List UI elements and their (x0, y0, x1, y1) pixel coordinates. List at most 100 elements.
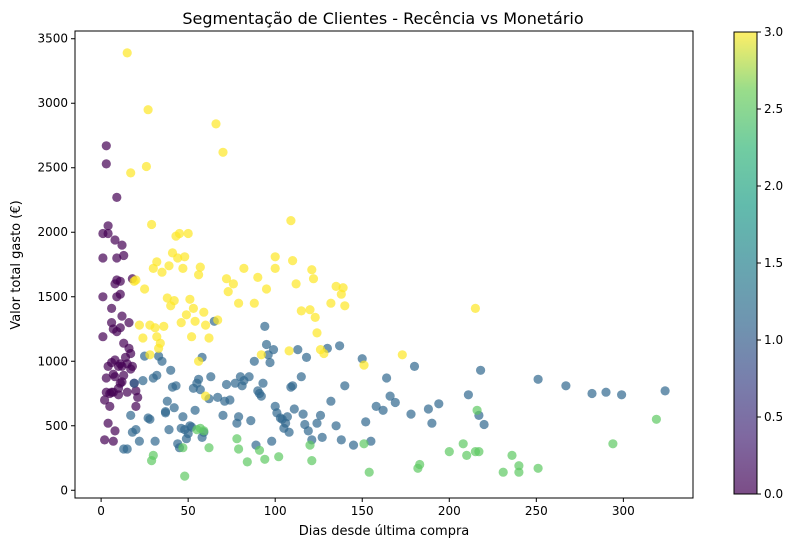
data-point-cluster-1 (298, 409, 308, 419)
data-point-cluster-3 (308, 274, 319, 284)
data-point-cluster-3 (270, 263, 280, 273)
x-tick-label: 0 (97, 504, 105, 518)
data-point-cluster-3 (307, 265, 317, 275)
y-tick-label: 1000 (37, 354, 68, 368)
data-point-cluster-2 (242, 457, 252, 467)
data-point-cluster-3 (122, 48, 132, 58)
y-tick-label: 3000 (37, 96, 68, 110)
data-point-cluster-3 (288, 256, 298, 266)
data-point-cluster-2 (307, 456, 317, 466)
data-point-cluster-3 (331, 281, 341, 291)
data-point-cluster-0 (100, 435, 110, 445)
data-point-cluster-2 (274, 452, 284, 462)
chart-title: Segmentação de Clientes - Recência vs Mo… (182, 9, 583, 28)
data-point-cluster-2 (514, 467, 524, 477)
data-point-cluster-1 (361, 417, 371, 427)
data-point-cluster-1 (434, 399, 444, 409)
data-point-cluster-0 (105, 401, 115, 411)
data-point-cluster-1 (162, 396, 172, 406)
y-tick-label: 500 (45, 419, 68, 433)
data-point-cluster-0 (101, 141, 111, 151)
data-point-cluster-3 (180, 252, 190, 262)
data-point-cluster-3 (143, 105, 153, 115)
data-point-cluster-3 (228, 279, 238, 289)
data-point-cluster-1 (479, 419, 489, 430)
data-point-cluster-0 (119, 250, 129, 261)
data-point-cluster-1 (171, 381, 181, 391)
data-point-cluster-3 (138, 333, 148, 343)
data-point-cluster-1 (256, 391, 266, 401)
colorbar-tick-label: 0.0 (764, 487, 783, 501)
data-point-cluster-1 (382, 373, 392, 383)
data-point-cluster-3 (157, 267, 167, 277)
y-axis-label: Valor total gasto (€) (9, 200, 24, 329)
data-point-cluster-1 (213, 392, 223, 402)
data-point-cluster-3 (126, 168, 136, 178)
data-point-cluster-3 (249, 298, 259, 308)
data-point-cluster-1 (129, 378, 139, 388)
y-tick-label: 3500 (37, 32, 68, 46)
data-point-cluster-1 (261, 339, 272, 350)
data-point-cluster-1 (378, 405, 388, 415)
data-point-cluster-1 (260, 321, 270, 331)
data-point-cluster-2 (234, 444, 244, 454)
data-point-cluster-0 (126, 348, 136, 359)
data-point-cluster-2 (472, 405, 482, 415)
x-tick-label: 250 (525, 504, 548, 518)
data-point-cluster-0 (124, 318, 134, 328)
data-point-cluster-1 (288, 381, 298, 391)
data-point-cluster-2 (514, 461, 524, 471)
data-point-cluster-2 (608, 439, 618, 449)
data-point-cluster-3 (150, 323, 160, 333)
data-point-cluster-3 (140, 284, 150, 294)
data-point-cluster-3 (284, 346, 294, 356)
data-point-cluster-0 (112, 253, 122, 263)
data-point-cluster-3 (169, 296, 179, 306)
data-point-cluster-1 (258, 378, 268, 388)
data-point-cluster-2 (260, 454, 270, 464)
data-point-cluster-0 (100, 395, 110, 405)
data-point-cluster-1 (340, 381, 350, 391)
data-point-cluster-1 (409, 361, 420, 371)
data-point-cluster-2 (498, 467, 508, 477)
colorbar-tick-label: 1.0 (764, 333, 783, 347)
data-point-cluster-3 (187, 332, 197, 342)
y-tick-label: 1500 (37, 290, 68, 304)
data-point-cluster-2 (199, 426, 209, 436)
data-point-cluster-1 (206, 372, 216, 382)
data-point-cluster-3 (185, 294, 195, 304)
data-point-cluster-3 (261, 284, 272, 294)
data-point-cluster-2 (254, 445, 265, 455)
data-point-cluster-3 (270, 252, 280, 262)
data-point-cluster-0 (115, 289, 125, 299)
data-point-cluster-3 (145, 350, 155, 360)
data-point-cluster-1 (423, 404, 433, 414)
y-tick-label: 2500 (37, 161, 68, 175)
data-point-cluster-2 (470, 447, 480, 457)
data-point-cluster-2 (178, 443, 188, 453)
data-point-cluster-1 (601, 387, 611, 397)
data-point-cluster-0 (117, 240, 127, 250)
data-point-cluster-1 (561, 381, 571, 391)
data-point-cluster-3 (397, 350, 407, 360)
data-point-cluster-3 (147, 219, 157, 230)
data-point-cluster-0 (98, 332, 108, 342)
plot-frame (74, 30, 694, 499)
data-point-cluster-1 (617, 390, 627, 400)
data-point-cluster-1 (169, 403, 179, 413)
colorbar-ticks: 0.0 0.5 1.0 1.5 2.0 2.5 3.0 (757, 25, 783, 501)
data-point-cluster-3 (239, 263, 249, 273)
data-point-cluster-3 (194, 270, 204, 280)
data-point-cluster-3 (223, 287, 233, 297)
data-point-cluster-3 (326, 298, 336, 308)
data-point-cluster-3 (296, 306, 306, 316)
data-point-cluster-1 (390, 397, 400, 408)
data-point-cluster-2 (651, 414, 662, 424)
data-point-cluster-1 (371, 401, 381, 411)
y-tick-label: 2000 (37, 225, 68, 239)
data-point-cluster-0 (127, 361, 137, 371)
data-point-cluster-3 (286, 216, 296, 226)
x-tick-label: 50 (181, 504, 196, 518)
data-point-cluster-1 (406, 409, 416, 419)
data-point-cluster-3 (310, 312, 320, 322)
